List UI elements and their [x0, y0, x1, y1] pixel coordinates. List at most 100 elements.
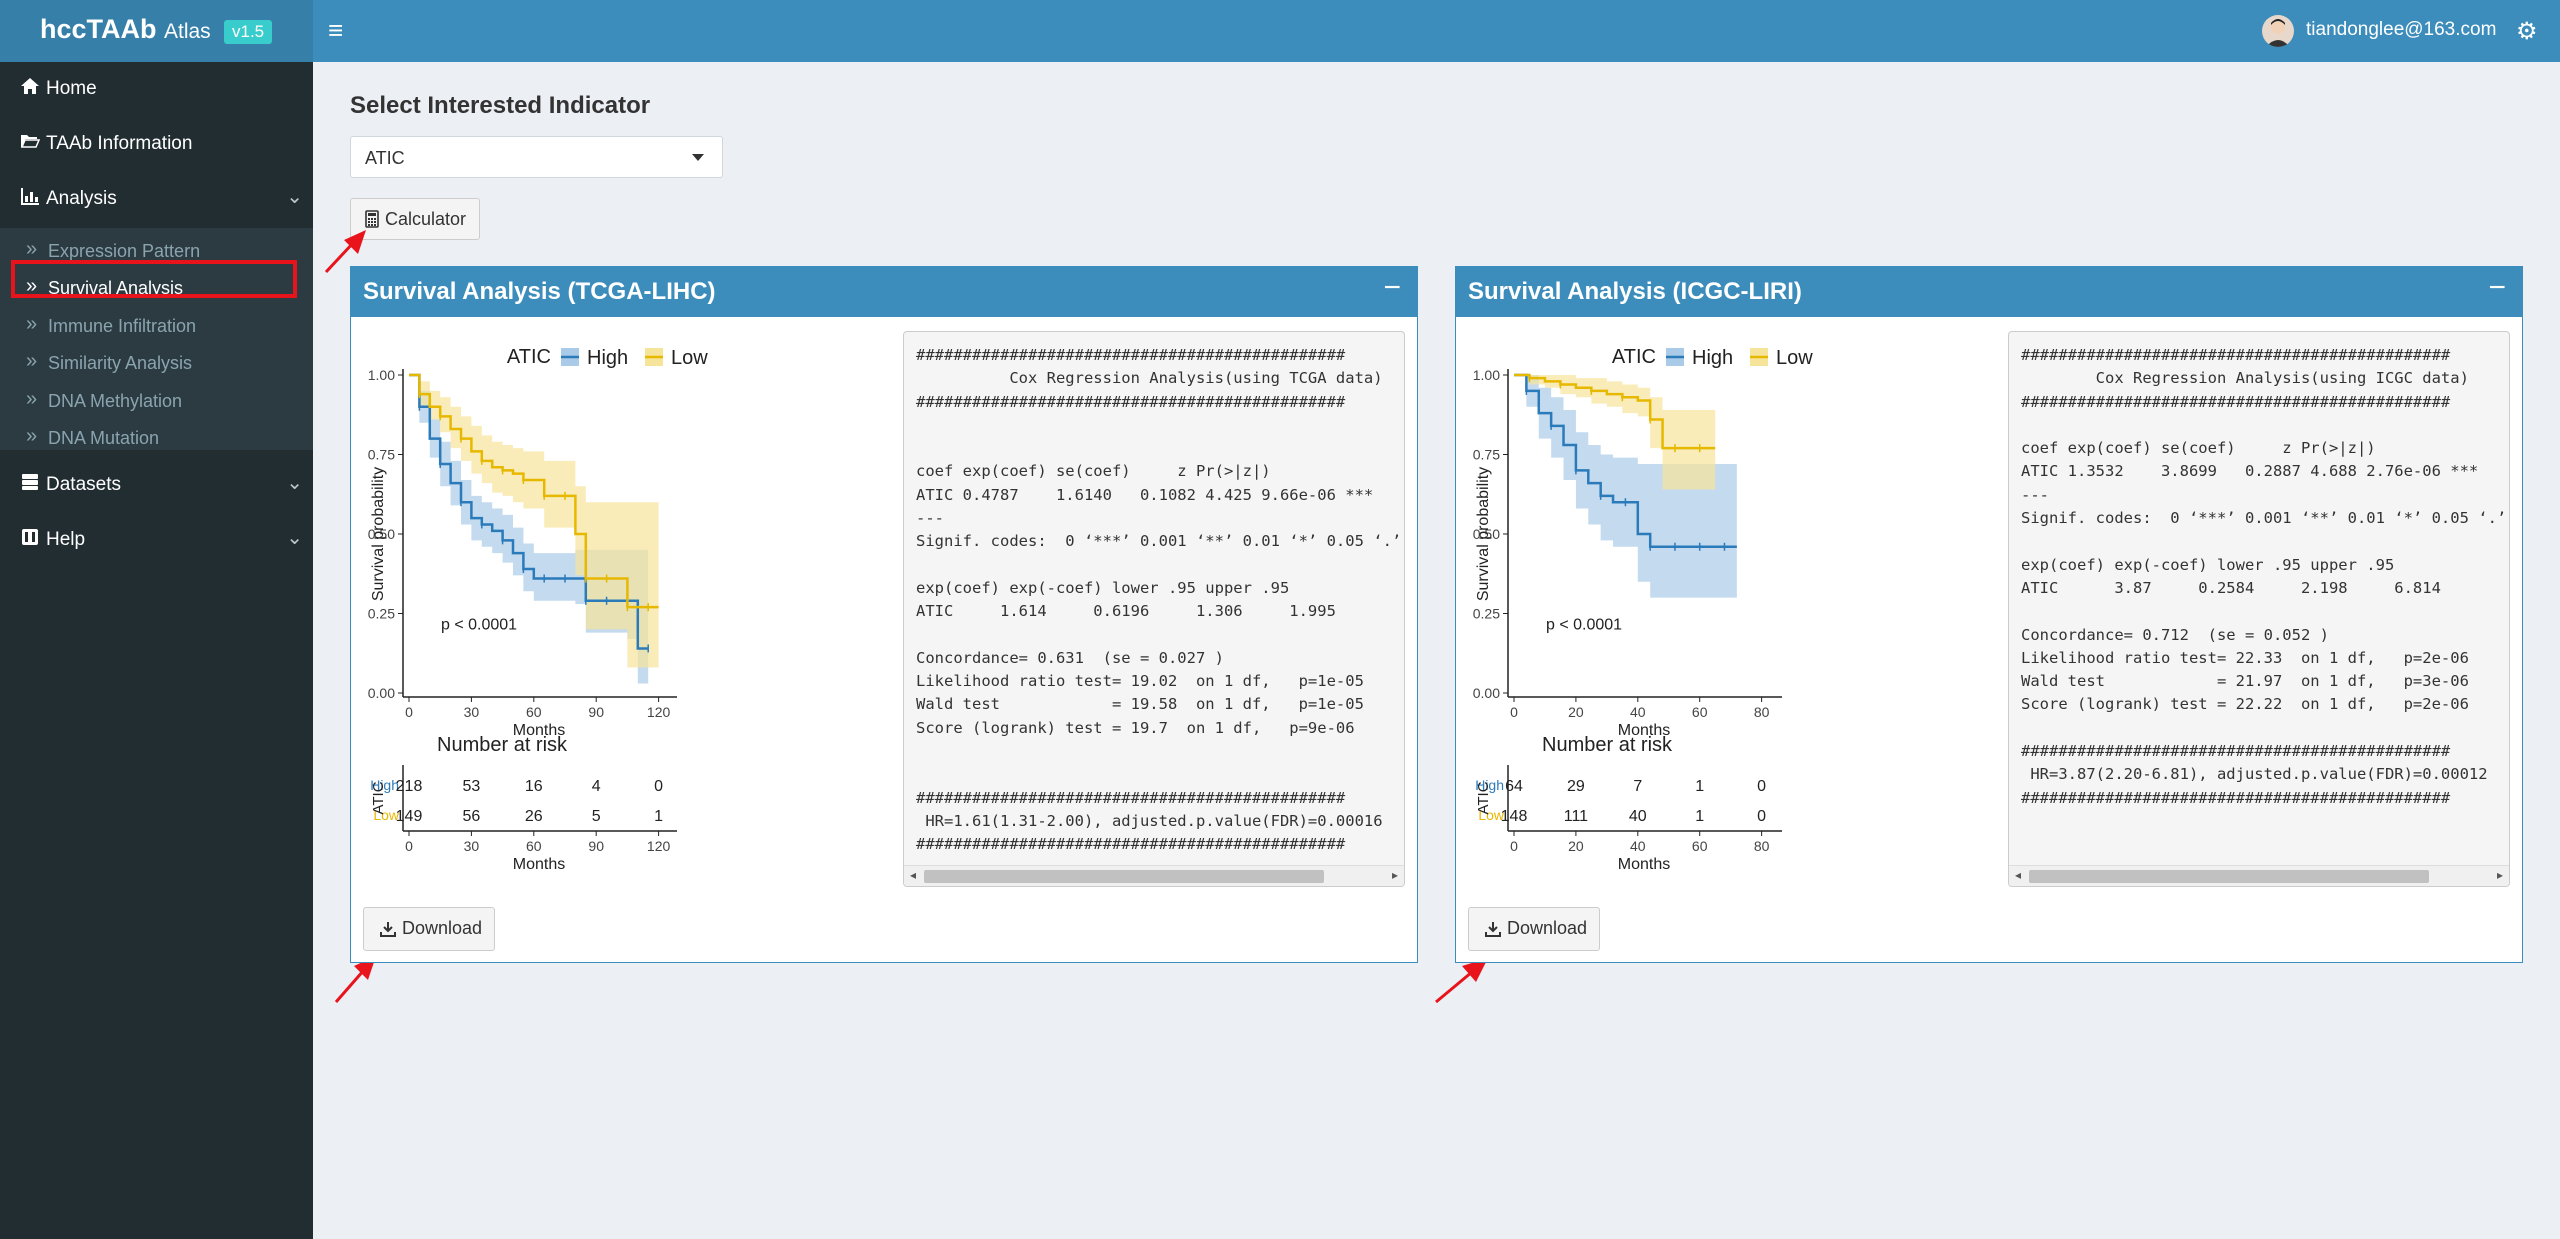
- sidebar-item-label: Analysis: [46, 188, 117, 209]
- panel-header: Survival Analysis (ICGC-LIRI) −: [1456, 267, 2522, 317]
- download-button[interactable]: Download: [1468, 907, 1600, 951]
- download-button-label: Download: [1507, 918, 1588, 938]
- y-tick-label: 0.00: [368, 685, 395, 701]
- home-icon: [21, 78, 39, 94]
- submenu-item-label: DNA Methylation: [48, 391, 183, 411]
- minimize-icon[interactable]: −: [1383, 271, 1401, 304]
- risk-table-title: Number at risk: [1542, 734, 1673, 756]
- risk-count: 53: [463, 778, 481, 795]
- x-axis-label: Months: [513, 722, 565, 739]
- survival-curve-high: [409, 373, 649, 650]
- panel-title: Survival Analysis (ICGC-LIRI): [1468, 278, 1802, 305]
- sidebar-item-analysis[interactable]: Analysis ⌄: [0, 172, 313, 226]
- sidebar-item-home[interactable]: Home: [0, 62, 313, 116]
- risk-x-axis-label: Months: [1618, 856, 1670, 873]
- risk-x-tick-label: 90: [588, 838, 604, 854]
- sidebar-item-taab-information[interactable]: TAAb Information: [0, 117, 313, 171]
- chevron-down-icon: ⌄: [286, 186, 303, 208]
- y-tick-label: 0.75: [1473, 447, 1500, 463]
- hamburger-menu-icon[interactable]: ≡: [328, 15, 344, 45]
- calculator-button[interactable]: Calculator: [350, 198, 480, 240]
- submenu-item-immune-infiltration[interactable]: » Immune Infiltration: [0, 307, 313, 344]
- chevron-down-icon: ⌄: [286, 527, 303, 549]
- gears-icon[interactable]: ⚙: [2516, 18, 2538, 45]
- annotation-arrow: [324, 230, 366, 274]
- risk-x-tick-label: 20: [1568, 838, 1584, 854]
- x-tick-label: 0: [1510, 704, 1518, 720]
- survival-panel-icgc: Survival Analysis (ICGC-LIRI) − ATIC High…: [1455, 266, 2523, 963]
- minimize-icon[interactable]: −: [2488, 271, 2506, 304]
- highlight-box: [11, 260, 297, 298]
- risk-x-tick-label: 30: [464, 838, 480, 854]
- caret-down-icon: [692, 154, 704, 161]
- download-button[interactable]: Download: [363, 907, 495, 951]
- user-avatar[interactable]: [2262, 15, 2294, 47]
- legend-entry: High: [587, 347, 628, 369]
- horizontal-scrollbar[interactable]: ◂ ▸: [2009, 865, 2509, 886]
- sidebar-item-label: Home: [46, 78, 97, 99]
- sidebar-item-help[interactable]: Help ⌄: [0, 513, 313, 567]
- risk-count: 0: [1757, 808, 1766, 825]
- user-email[interactable]: tiandonglee@163.com: [2306, 19, 2497, 40]
- cox-regression-output[interactable]: ########################################…: [903, 331, 1405, 887]
- panel-header: Survival Analysis (TCGA-LIHC) −: [351, 267, 1417, 317]
- download-icon: [1485, 922, 1501, 937]
- risk-x-axis-label: Months: [513, 856, 565, 873]
- confidence-band-low: [1514, 375, 1716, 490]
- x-tick-label: 60: [526, 704, 542, 720]
- help-icon: [22, 529, 38, 545]
- risk-count: 148: [1501, 808, 1528, 825]
- survival-curve-low: [1514, 373, 1716, 450]
- panel-title: Survival Analysis (TCGA-LIHC): [363, 278, 716, 305]
- risk-count: 16: [525, 778, 543, 795]
- scrollbar-thumb[interactable]: [924, 870, 1324, 883]
- risk-count: 0: [654, 778, 663, 795]
- submenu-item-survival-analysis[interactable]: » Survival Analysis: [0, 269, 313, 306]
- p-value-label: p < 0.0001: [441, 616, 517, 633]
- submenu-item-expression-pattern[interactable]: » Expression Pattern: [0, 232, 313, 269]
- indicator-select[interactable]: ATIC: [350, 136, 723, 178]
- scroll-left-icon[interactable]: ◂: [2015, 868, 2022, 882]
- x-tick-label: 120: [647, 704, 671, 720]
- y-tick-label: 0.00: [1473, 685, 1500, 701]
- risk-count: 29: [1567, 778, 1585, 795]
- risk-row-label: Low: [1478, 807, 1505, 823]
- bar-chart-icon: [21, 188, 39, 205]
- survival-curve-low: [409, 373, 659, 609]
- x-tick-label: 40: [1630, 704, 1646, 720]
- submenu-item-label: Expression Pattern: [48, 241, 201, 261]
- cox-regression-text: ########################################…: [2021, 346, 2507, 807]
- legend-title: ATIC: [1612, 346, 1656, 368]
- double-chevron-right-icon: »: [26, 313, 38, 335]
- risk-table-y-label: ATIC: [370, 781, 387, 814]
- submenu-item-label: Survival Analysis: [48, 278, 184, 298]
- scrollbar-thumb[interactable]: [2029, 870, 2429, 883]
- risk-x-tick-label: 60: [1692, 838, 1708, 854]
- risk-count: 1: [654, 808, 663, 825]
- scroll-right-icon[interactable]: ▸: [2496, 868, 2503, 882]
- risk-x-tick-label: 0: [405, 838, 413, 854]
- y-tick-label: 0.75: [368, 447, 395, 463]
- submenu-item-label: Immune Infiltration: [48, 316, 197, 336]
- risk-count: 1: [1695, 808, 1704, 825]
- x-tick-label: 90: [588, 704, 604, 720]
- app-logo[interactable]: hccTAAb Atlas v1.5: [0, 0, 313, 62]
- horizontal-scrollbar[interactable]: ◂ ▸: [904, 865, 1404, 886]
- risk-table-y-label: ATIC: [1475, 781, 1492, 814]
- sidebar-item-label: Help: [46, 529, 86, 550]
- y-tick-label: 1.00: [368, 367, 395, 383]
- risk-count: 56: [463, 808, 481, 825]
- scroll-right-icon[interactable]: ▸: [1391, 868, 1398, 882]
- cox-regression-output[interactable]: ########################################…: [2008, 331, 2510, 887]
- double-chevron-right-icon: »: [26, 350, 38, 372]
- scroll-left-icon[interactable]: ◂: [910, 868, 917, 882]
- logo-subtitle: Atlas: [164, 20, 211, 43]
- submenu-item-dna-mutation[interactable]: » DNA Mutation: [0, 419, 313, 456]
- y-tick-label: 0.25: [1473, 606, 1500, 622]
- submenu-item-dna-methylation[interactable]: » DNA Methylation: [0, 382, 313, 419]
- submenu-item-similarity-analysis[interactable]: » Similarity Analysis: [0, 344, 313, 381]
- annotation-arrow: [1435, 958, 1488, 1004]
- sidebar-item-datasets[interactable]: Datasets ⌄: [0, 458, 313, 512]
- risk-count: 40: [1629, 808, 1647, 825]
